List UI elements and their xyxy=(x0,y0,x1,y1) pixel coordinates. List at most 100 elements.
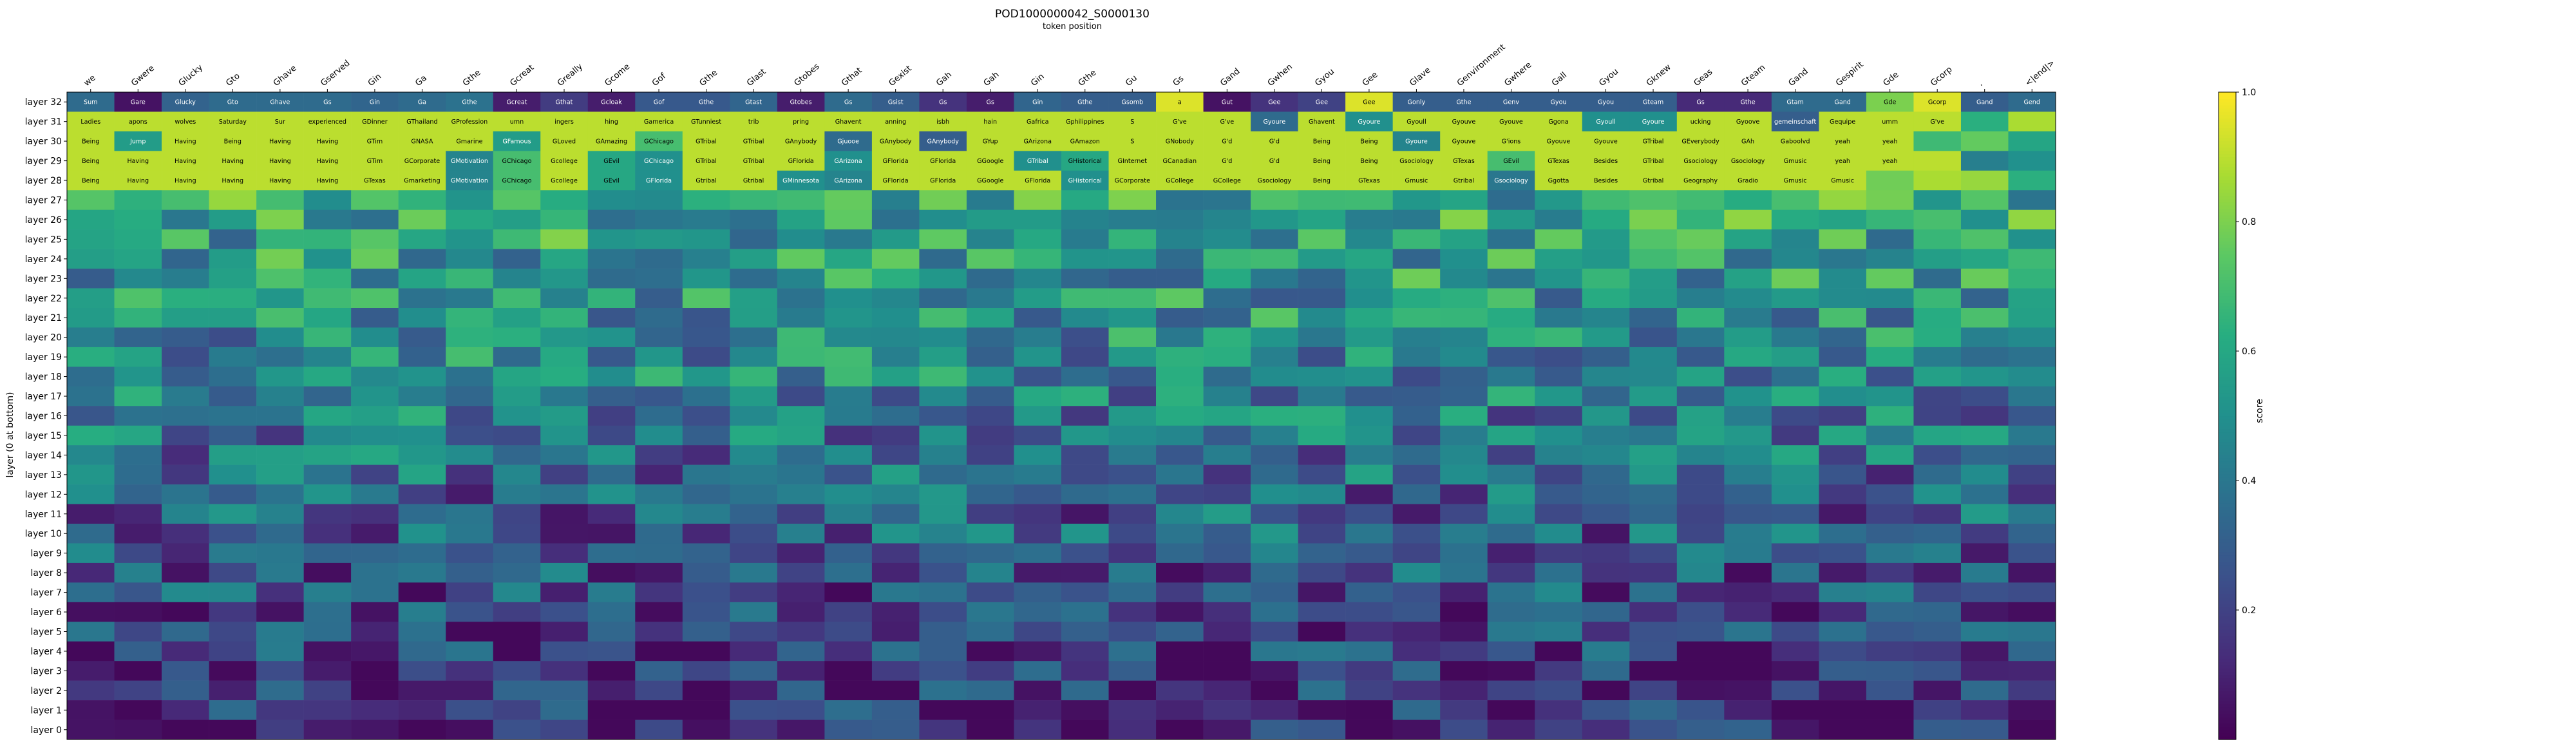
y-tick-label: layer 26 xyxy=(25,215,62,225)
y-tick-label: layer 6 xyxy=(31,607,62,618)
heatmap-cell xyxy=(1440,562,1488,583)
heatmap-cell xyxy=(871,406,920,426)
heatmap-cell xyxy=(162,327,209,348)
heatmap-cell xyxy=(1392,131,1441,151)
heatmap-cell xyxy=(1960,602,2009,622)
heatmap-cell xyxy=(919,622,967,642)
heatmap-cell xyxy=(966,680,1014,701)
heatmap-cell xyxy=(1108,406,1157,426)
heatmap-cell xyxy=(919,562,967,583)
heatmap-cell xyxy=(1203,464,1251,485)
colorbar-label: score xyxy=(2255,399,2265,423)
cell-token-label: Having xyxy=(317,138,339,146)
cell-token-label: Gjuooe xyxy=(837,138,859,146)
heatmap-cell xyxy=(1156,111,1204,132)
heatmap-cell xyxy=(1771,386,1819,406)
heatmap-cell xyxy=(587,661,636,681)
y-tick-label: layer 3 xyxy=(31,666,62,676)
heatmap-cell xyxy=(67,661,115,681)
colorbar-segment xyxy=(2219,513,2236,517)
heatmap-cell xyxy=(540,327,589,348)
heatmap-cell xyxy=(1582,562,1630,583)
colorbar-segment xyxy=(2219,312,2236,316)
cell-token-label: GNASA xyxy=(411,138,433,146)
heatmap-cell xyxy=(351,288,399,309)
heatmap-cell xyxy=(1582,170,1630,191)
heatmap-cell xyxy=(1960,347,2009,367)
heatmap-cell xyxy=(1345,543,1393,564)
heatmap-cell xyxy=(871,367,920,387)
cell-token-label: Gs xyxy=(323,99,331,106)
heatmap-cell xyxy=(1960,700,2009,720)
heatmap-cell xyxy=(730,347,778,367)
heatmap-cell xyxy=(256,269,304,289)
colorbar-segment xyxy=(2219,383,2236,387)
heatmap-cell xyxy=(540,622,589,642)
cell-token-label: Saturday xyxy=(219,119,247,126)
heatmap-cell xyxy=(1298,720,1346,740)
heatmap-cell xyxy=(540,209,589,230)
heatmap-cell xyxy=(1487,209,1535,230)
heatmap-cell xyxy=(777,386,825,406)
x-tick-label: Gto xyxy=(224,72,242,88)
heatmap-cell xyxy=(351,484,399,504)
heatmap-cell xyxy=(114,425,162,446)
cell-token-label: Gyouve xyxy=(1594,138,1618,146)
heatmap-cell xyxy=(587,504,636,524)
heatmap-cell xyxy=(2008,269,2056,289)
heatmap-cell xyxy=(493,249,541,269)
heatmap-cell xyxy=(1487,151,1535,171)
heatmap-cell xyxy=(398,308,446,328)
heatmap-cell xyxy=(587,151,636,171)
heatmap-cell xyxy=(730,327,778,348)
colorbar-segment xyxy=(2219,286,2236,291)
heatmap-cell xyxy=(351,406,399,426)
heatmap-cell xyxy=(1582,131,1630,151)
heatmap-cell xyxy=(1251,386,1298,406)
cell-token-label: G'd xyxy=(1222,158,1232,165)
heatmap-cell xyxy=(2008,386,2056,406)
cell-token-label: Having xyxy=(317,158,339,165)
heatmap-cell xyxy=(824,367,873,387)
cell-token-label: Having xyxy=(175,158,196,165)
heatmap-cell xyxy=(1298,504,1346,524)
heatmap-cell xyxy=(1960,111,2009,132)
colorbar-segment xyxy=(2219,674,2236,679)
heatmap-cell xyxy=(540,92,589,112)
heatmap-cell xyxy=(1913,151,1962,171)
x-tick-label: Gde xyxy=(1882,70,1901,88)
heatmap-cell xyxy=(777,131,825,151)
heatmap-cell xyxy=(1487,562,1535,583)
heatmap-cell xyxy=(824,562,873,583)
cell-token-label: Gafrica xyxy=(1027,119,1048,126)
heatmap-cell xyxy=(493,680,541,701)
heatmap-cell xyxy=(493,347,541,367)
colorbar-segment xyxy=(2219,477,2236,481)
heatmap-cell xyxy=(1298,406,1346,426)
cell-token-label: Gto xyxy=(227,99,238,106)
heatmap-cell xyxy=(1251,425,1298,446)
heatmap-cell xyxy=(1298,209,1346,230)
cell-token-label: trib xyxy=(748,119,759,126)
heatmap-cell xyxy=(493,111,541,132)
colorbar-segment xyxy=(2219,600,2236,604)
heatmap-cell xyxy=(1676,209,1725,230)
heatmap-cell xyxy=(1724,661,1772,681)
cell-token-label: Gmarketing xyxy=(404,178,440,185)
heatmap-cell xyxy=(1487,170,1535,191)
heatmap-cell xyxy=(67,464,115,485)
heatmap-cell xyxy=(1014,308,1062,328)
cell-token-label: Gand xyxy=(1976,99,1993,106)
heatmap-cell xyxy=(1345,504,1393,524)
heatmap-cell xyxy=(1014,700,1062,720)
heatmap-cell xyxy=(1866,269,1914,289)
colorbar-segment xyxy=(2219,344,2236,348)
heatmap-cell xyxy=(1913,582,1962,603)
colorbar-segment xyxy=(2219,192,2236,196)
heatmap-cell xyxy=(1392,327,1441,348)
colorbar-segment xyxy=(2219,370,2236,374)
heatmap-cell xyxy=(1440,720,1488,740)
heatmap-cell xyxy=(1345,641,1393,662)
heatmap-cell xyxy=(1819,464,1867,485)
heatmap-cell xyxy=(1771,288,1819,309)
